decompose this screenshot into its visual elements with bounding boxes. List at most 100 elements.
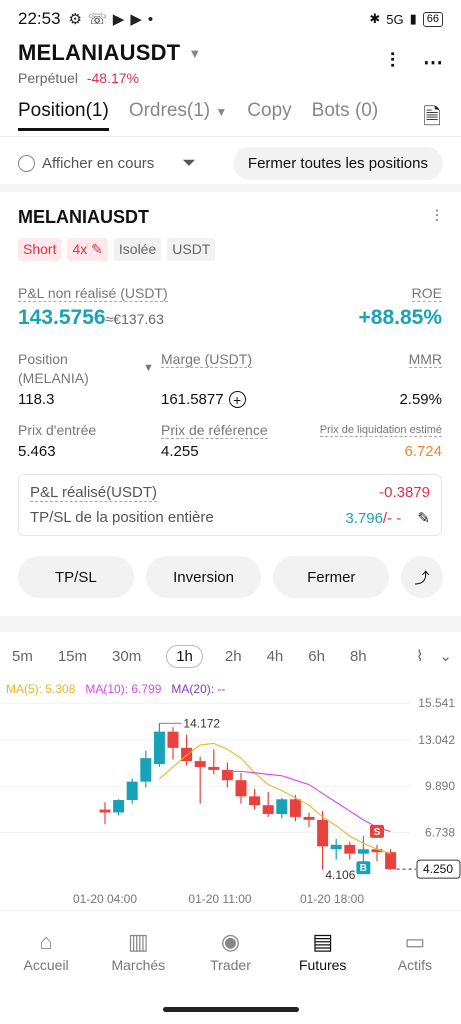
interval-1h[interactable]: 1h: [166, 644, 203, 668]
interval-6h[interactable]: 6h: [308, 647, 325, 665]
mmr-label[interactable]: MMR: [408, 351, 442, 368]
tpsl-values: 3.796/- - ✎: [345, 509, 430, 527]
size-label: Position: [18, 351, 68, 367]
dot-icon: •: [147, 10, 154, 28]
close-all-button[interactable]: Fermer toutes les positions: [232, 146, 443, 180]
status-icons: ⚙ ☏ ▶ ▶ •: [68, 10, 154, 29]
size-value: 118.3: [18, 391, 55, 408]
pnl-label[interactable]: P&L non réalisé (USDT): [18, 285, 168, 302]
more-icon[interactable]: ⋯: [423, 52, 443, 74]
reverse-button[interactable]: Inversion: [145, 556, 262, 598]
nav-markets[interactable]: ▥ Marchés: [92, 911, 184, 990]
close-position-button[interactable]: Fermer: [273, 556, 390, 598]
tab-divider: [0, 136, 461, 137]
position-actions: TP/SL Inversion Fermer ⤴: [18, 556, 443, 598]
home-indicator: [163, 1007, 299, 1012]
show-current-radio[interactable]: [18, 154, 35, 172]
last-price-label: 4.250: [423, 862, 453, 876]
candlestick-chart-icon[interactable]: ⫶: [390, 50, 395, 72]
tab-copy[interactable]: Copy: [247, 100, 292, 121]
battery-icon: 66: [422, 11, 443, 27]
ma-legend: MA(5): 5.308 MA(10): 6.799 MA(20): --: [6, 682, 225, 696]
status-bar: 22:53 ⚙ ☏ ▶ ▶ • ✱ 5G ▮ 66: [0, 0, 461, 38]
time-tick-label: 01-20 11:00: [188, 892, 251, 906]
ma20-label: MA(20): --: [171, 682, 226, 696]
home-icon: ⌂: [39, 929, 53, 954]
liq-label[interactable]: Prix de liquidation estimé: [319, 424, 442, 437]
side-badge: Short: [18, 238, 62, 261]
sell-marker-label: S: [374, 827, 381, 838]
roe-label[interactable]: ROE: [411, 285, 442, 302]
leverage-value: 4x: [72, 241, 88, 257]
interval-8h[interactable]: 8h: [349, 647, 367, 665]
margin-label: Marge (USDT): [161, 351, 253, 368]
gear-icon: ⚙: [68, 11, 82, 28]
order-history-icon[interactable]: 🗎: [423, 104, 441, 129]
ma10-label: MA(10): 6.799: [85, 682, 162, 696]
tab-bots[interactable]: Bots (0): [311, 100, 379, 121]
candle-body: [344, 844, 356, 854]
nav-futures[interactable]: ▤ Futures: [277, 911, 369, 990]
sell-marker: [370, 824, 384, 838]
quote-badge: USDT: [167, 238, 216, 261]
mmr-value: 2.59%: [399, 391, 442, 408]
last-price-tag: [416, 859, 461, 879]
tpsl-button[interactable]: TP/SL: [18, 556, 134, 598]
tpsl-label: TP/SL de la position entière: [30, 509, 214, 526]
candle-body: [99, 809, 111, 813]
caret-down-icon[interactable]: ▼: [143, 362, 154, 374]
section-separator-2: [0, 616, 461, 632]
leverage-badge[interactable]: 4x ✎: [67, 238, 108, 261]
position-badges: Short 4x ✎ Isolée USDT: [18, 238, 216, 261]
interval-5m[interactable]: 5m: [12, 647, 33, 665]
symbol-selector[interactable]: MELANIAUSDT ▼: [18, 40, 443, 66]
ma5-label: MA(5): 5.308: [6, 682, 76, 696]
chevron-down-icon[interactable]: ⌄: [439, 648, 452, 665]
interval-2h[interactable]: 2h: [224, 647, 242, 665]
tab-orders[interactable]: Ordres(1) ▼: [129, 100, 227, 122]
wallet-icon: ▭: [404, 929, 426, 954]
tab-positions[interactable]: Position(1): [18, 100, 109, 131]
edit-tpsl-icon[interactable]: ✎: [417, 510, 430, 527]
pnl-row: 143.5756 ≈€137.63: [18, 306, 164, 330]
time-tick-label: 01-20 18:00: [300, 892, 364, 906]
nav-assets[interactable]: ▭ Actifs: [369, 911, 461, 990]
realized-card: P&L réalisé(USDT) -0.3879 TP/SL de la po…: [18, 474, 442, 536]
chart-icon[interactable]: ⫶: [434, 207, 439, 226]
share-icon[interactable]: ⤴: [401, 556, 443, 598]
candle-body: [181, 747, 193, 762]
tp-value: 3.796: [345, 510, 383, 527]
interval-30m[interactable]: 30m: [112, 647, 142, 665]
futures-icon: ▤: [312, 929, 334, 954]
line-chart-icon[interactable]: ⌇: [416, 648, 424, 665]
high-price-label: 14.172: [183, 716, 220, 730]
candle-body: [167, 731, 179, 748]
candle-body: [317, 819, 329, 847]
mark-value: 4.255: [161, 443, 199, 460]
candle-body: [140, 758, 152, 782]
candle-body: [249, 796, 261, 806]
nav-trade[interactable]: ◉ Trader: [184, 911, 276, 990]
mark-label[interactable]: Prix de référence: [161, 422, 268, 439]
size-unit: (MELANIA): [18, 370, 89, 386]
candle-body: [113, 800, 125, 813]
bottom-nav: ⌂ Accueil ▥ Marchés ◉ Trader ▤ Futures ▭…: [0, 910, 461, 990]
caret-down-icon: ▼: [188, 45, 202, 61]
interval-15m[interactable]: 15m: [57, 647, 88, 665]
candle-body: [276, 799, 288, 814]
entry-label: Prix d'entrée: [18, 422, 97, 438]
candle-body: [289, 799, 301, 817]
realized-label[interactable]: P&L réalisé(USDT): [30, 484, 157, 502]
status-right: ✱ 5G ▮ 66: [369, 11, 443, 27]
interval-4h[interactable]: 4h: [266, 647, 284, 665]
tab-bar: Position(1) Ordres(1) ▼ Copy Bots (0) 🗎: [0, 100, 461, 134]
buy-marker: [356, 861, 371, 875]
edit-icon: ✎: [91, 241, 103, 257]
price-chart[interactable]: 15.541 13.042 9.890 6.738 14.172 4.106 S B 4.250…: [0, 680, 461, 908]
add-margin-icon[interactable]: +: [228, 391, 246, 408]
nav-home[interactable]: ⌂ Accueil: [0, 911, 92, 990]
candle-body: [330, 844, 342, 850]
candle-body: [126, 781, 138, 801]
position-symbol[interactable]: MELANIAUSDT: [18, 207, 149, 227]
filter-icon[interactable]: ⏷: [182, 153, 196, 172]
